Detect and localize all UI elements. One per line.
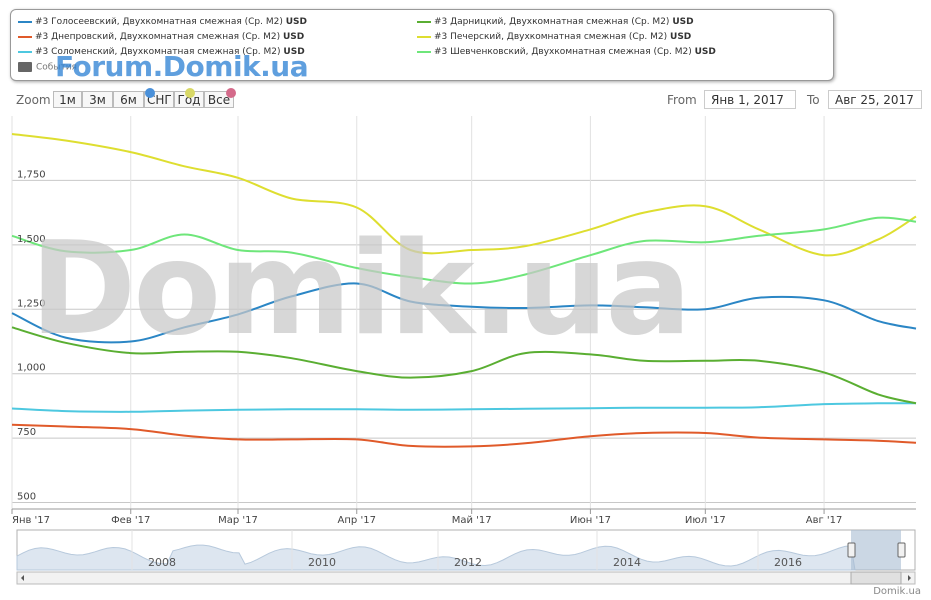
series-layer bbox=[11, 133, 917, 448]
navigator-handle[interactable] bbox=[847, 542, 856, 558]
indicator-dot-blue bbox=[145, 88, 155, 98]
legend-unit: USD bbox=[285, 17, 307, 27]
x-tick-label: Авг '17 bbox=[806, 515, 843, 526]
x-tick-label: Апр '17 bbox=[338, 515, 376, 526]
chart-legend: #3 Голосеевский, Двухкомнатная смежная (… bbox=[10, 9, 834, 81]
legend-item-shevchenkovsky[interactable]: #3 Шевченковский, Двухкомнатная смежная … bbox=[417, 46, 716, 58]
legend-label: #3 Соломенский, Двухкомнатная смежная (С… bbox=[35, 47, 281, 57]
domik-watermark: Domik.ua bbox=[30, 215, 692, 364]
y-tick-label: 1,000 bbox=[17, 363, 46, 374]
y-tick-label: 1,500 bbox=[17, 234, 46, 245]
y-tick-label: 500 bbox=[17, 492, 36, 503]
zoom-button-3m[interactable]: 3м bbox=[82, 91, 113, 108]
legend-label: #3 Дарницкий, Двухкомнатная смежная (Ср.… bbox=[434, 17, 670, 27]
scroll-right-icon[interactable] bbox=[908, 575, 911, 581]
series-line-0 bbox=[11, 282, 917, 344]
y-tick-label: 1,750 bbox=[17, 169, 46, 180]
legend-swatch bbox=[417, 50, 431, 53]
x-tick-label: Янв '17 bbox=[12, 515, 50, 526]
legend-item-dneprovsky[interactable]: #3 Днепровский, Двухкомнатная смежная (С… bbox=[18, 31, 304, 43]
x-tick-label: Мар '17 bbox=[218, 515, 258, 526]
x-axis: Янв '17 Фев '17 Мар '17 Апр '17 Май '17 Июн '… bbox=[11, 508, 916, 526]
legend-label: #3 Голосеевский, Двухкомнатная смежная (… bbox=[35, 17, 283, 27]
legend-swatch bbox=[417, 35, 431, 38]
range-to-label: To bbox=[807, 93, 820, 107]
legend-swatch bbox=[18, 20, 32, 23]
legend-unit: USD bbox=[670, 32, 692, 42]
zoom-button-1m[interactable]: 1м bbox=[53, 91, 82, 108]
scrollbar-thumb[interactable] bbox=[850, 571, 902, 585]
legend-unit: USD bbox=[672, 17, 694, 27]
events-label: События bbox=[36, 62, 77, 73]
series-line-5 bbox=[11, 216, 917, 285]
legend-label: #3 Шевченковский, Двухкомнатная смежная … bbox=[434, 47, 692, 57]
range-from-input[interactable]: Янв 1, 2017 bbox=[704, 90, 796, 109]
navigator-selection bbox=[851, 530, 901, 570]
series-line-3 bbox=[11, 326, 917, 405]
legend-swatch bbox=[18, 50, 32, 53]
y-tick-label: 1,250 bbox=[17, 298, 46, 309]
x-tick-label: Июл '17 bbox=[685, 515, 726, 526]
legend-unit: USD bbox=[283, 47, 305, 57]
navigator-year-label: 2012 bbox=[454, 556, 482, 569]
range-to-input[interactable]: Авг 25, 2017 bbox=[828, 90, 922, 109]
legend-label: #3 Печерский, Двухкомнатная смежная (Ср.… bbox=[434, 32, 668, 42]
navigator: 2008 2010 2012 2014 2016 bbox=[16, 529, 916, 585]
credits-link[interactable]: Domik.ua bbox=[873, 586, 921, 597]
legend-item-goloseevsky[interactable]: #3 Голосеевский, Двухкомнатная смежная (… bbox=[18, 16, 307, 28]
indicator-dot-pink bbox=[226, 88, 236, 98]
indicator-dot-yellow bbox=[185, 88, 195, 98]
zoom-label: Zoom bbox=[16, 93, 51, 107]
legend-item-events[interactable]: События bbox=[18, 62, 77, 73]
legend-label: #3 Днепровский, Двухкомнатная смежная (С… bbox=[35, 32, 281, 42]
series-line-2 bbox=[11, 402, 917, 413]
legend-unit: USD bbox=[283, 32, 305, 42]
forum-watermark: Forum.Domik.ua bbox=[55, 50, 309, 83]
x-tick-label: Фев '17 bbox=[111, 515, 150, 526]
legend-item-pechersky[interactable]: #3 Печерский, Двухкомнатная смежная (Ср.… bbox=[417, 31, 691, 43]
y-axis: 500 750 1,000 1,250 1,500 1,750 bbox=[17, 169, 46, 502]
navigator-year-label: 2014 bbox=[613, 556, 641, 569]
grid-layer bbox=[11, 116, 916, 509]
legend-item-darnitsky[interactable]: #3 Дарницкий, Двухкомнатная смежная (Ср.… bbox=[417, 16, 694, 28]
legend-swatch bbox=[18, 35, 32, 38]
series-line-1 bbox=[11, 423, 917, 448]
scrollbar-track bbox=[16, 571, 916, 585]
range-from-label: From bbox=[667, 93, 697, 107]
y-tick-label: 750 bbox=[17, 427, 36, 438]
x-tick-label: Июн '17 bbox=[570, 515, 611, 526]
zoom-button-1y[interactable]: Год bbox=[174, 91, 204, 108]
legend-unit: USD bbox=[694, 47, 716, 57]
legend-swatch bbox=[417, 20, 431, 23]
events-swatch bbox=[18, 62, 32, 72]
navigator-year-label: 2016 bbox=[774, 556, 802, 569]
navigator-year-label: 2008 bbox=[148, 556, 176, 569]
scroll-left-icon[interactable] bbox=[21, 575, 24, 581]
navigator-year-label: 2010 bbox=[308, 556, 336, 569]
navigator-area bbox=[16, 544, 856, 571]
zoom-button-6m[interactable]: 6м bbox=[113, 91, 144, 108]
legend-item-solomensky[interactable]: #3 Соломенский, Двухкомнатная смежная (С… bbox=[18, 46, 305, 58]
x-tick-label: Май '17 bbox=[452, 515, 492, 526]
series-line-4 bbox=[11, 133, 917, 257]
navigator-handle[interactable] bbox=[897, 542, 906, 558]
